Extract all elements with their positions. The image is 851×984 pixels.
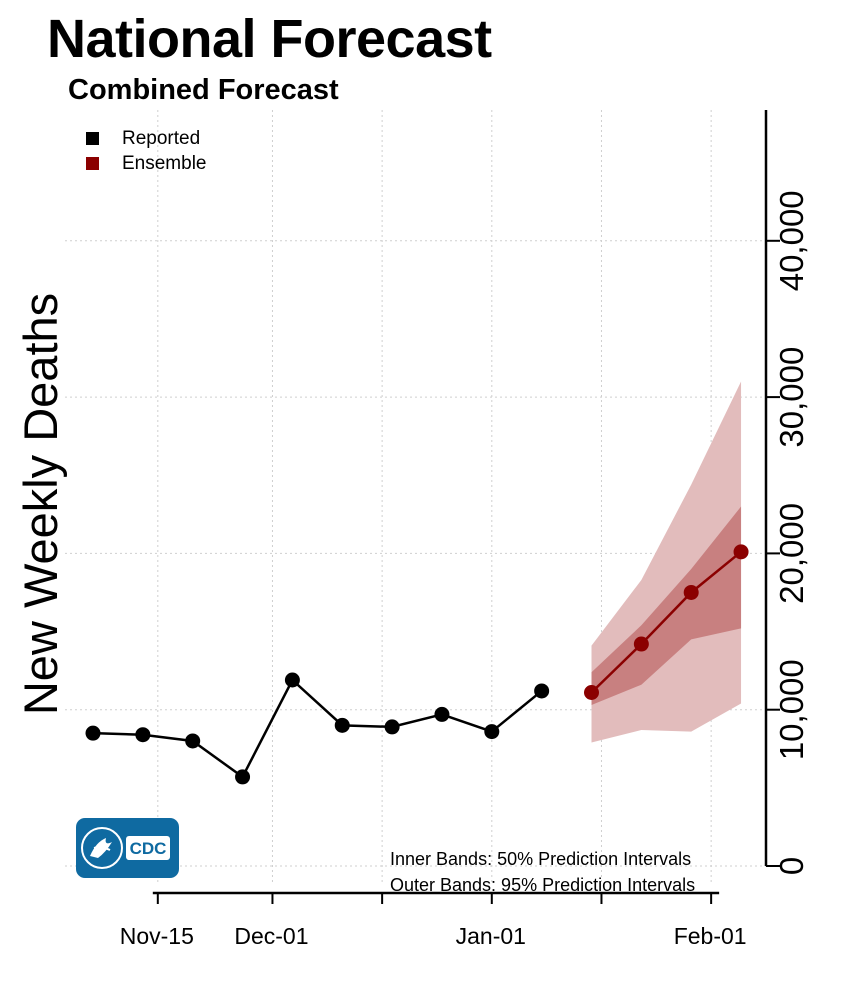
inner-band-note: Inner Bands: 50% Prediction Intervals xyxy=(390,849,692,869)
grid-lines xyxy=(65,110,766,885)
hhs-eagle-icon: CDC xyxy=(81,827,170,869)
legend: Reported Ensemble xyxy=(86,126,207,176)
y-tick-label: 40,000 xyxy=(773,190,810,291)
reported-point xyxy=(534,683,550,699)
reported-point xyxy=(434,706,450,722)
legend-label-ensemble: Ensemble xyxy=(122,153,207,174)
legend-swatch-reported xyxy=(86,132,99,145)
prediction-bands xyxy=(591,381,742,743)
reported-point xyxy=(284,672,300,688)
x-tick-label: Nov-15 xyxy=(120,923,194,949)
x-tick-label: Dec-01 xyxy=(234,923,308,949)
series-points xyxy=(85,544,749,785)
ensemble-point xyxy=(584,685,599,701)
reported-point xyxy=(484,724,500,740)
page-title: National Forecast xyxy=(47,9,492,69)
legend-item-ensemble: Ensemble xyxy=(86,151,207,176)
ensemble-point xyxy=(633,636,649,652)
ensemble-point xyxy=(733,544,749,560)
y-tick-label: 30,000 xyxy=(773,347,810,448)
ensemble-line xyxy=(590,550,742,694)
outer-band-note: Outer Bands: 95% Prediction Intervals xyxy=(390,875,696,895)
y-axis-label: New Weekly Deaths xyxy=(14,293,67,715)
y-tick-label: 20,000 xyxy=(773,503,810,604)
cdc-logo: CDC xyxy=(76,818,179,878)
chart-subtitle: Combined Forecast xyxy=(68,74,339,106)
reported-point xyxy=(235,769,251,785)
x-tick-label: Jan-01 xyxy=(456,923,526,949)
reported-line xyxy=(92,677,543,779)
reported-point xyxy=(384,719,400,735)
y-tick-label: 0 xyxy=(773,857,810,875)
reported-point xyxy=(85,725,101,741)
legend-item-reported: Reported xyxy=(86,126,207,151)
reported-point xyxy=(185,733,201,749)
reported-point xyxy=(334,717,350,733)
y-tick-label: 10,000 xyxy=(773,659,810,760)
reported-point xyxy=(135,727,151,743)
ensemble-point xyxy=(683,584,699,600)
x-tick-label: Feb-01 xyxy=(674,923,747,949)
legend-swatch-ensemble xyxy=(86,157,99,170)
legend-label-reported: Reported xyxy=(122,128,201,149)
cdc-logo-text: CDC xyxy=(130,839,167,858)
series-lines xyxy=(92,550,742,779)
axes: 0 10,000 20,000 30,000 40,000 Nov-15 Dec-01 Jan… xyxy=(120,110,810,949)
